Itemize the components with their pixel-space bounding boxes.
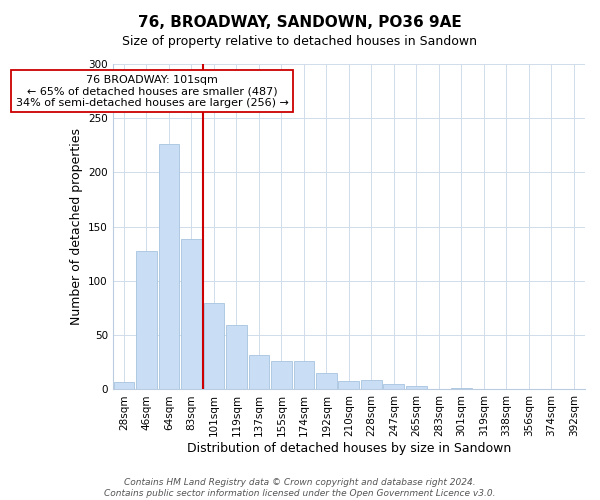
Text: Contains HM Land Registry data © Crown copyright and database right 2024.
Contai: Contains HM Land Registry data © Crown c… <box>104 478 496 498</box>
Bar <box>338 381 359 390</box>
Bar <box>451 388 472 390</box>
Bar <box>158 144 179 390</box>
Text: 76 BROADWAY: 101sqm
← 65% of detached houses are smaller (487)
34% of semi-detac: 76 BROADWAY: 101sqm ← 65% of detached ho… <box>16 75 289 108</box>
Text: Size of property relative to detached houses in Sandown: Size of property relative to detached ho… <box>122 35 478 48</box>
Bar <box>293 362 314 390</box>
Bar <box>361 380 382 390</box>
Bar <box>203 302 224 390</box>
Bar <box>316 373 337 390</box>
Bar <box>248 354 269 390</box>
Y-axis label: Number of detached properties: Number of detached properties <box>70 128 83 325</box>
Bar <box>226 326 247 390</box>
Bar <box>136 250 157 390</box>
Text: 76, BROADWAY, SANDOWN, PO36 9AE: 76, BROADWAY, SANDOWN, PO36 9AE <box>138 15 462 30</box>
X-axis label: Distribution of detached houses by size in Sandown: Distribution of detached houses by size … <box>187 442 511 455</box>
Bar <box>383 384 404 390</box>
Bar <box>181 238 202 390</box>
Bar <box>113 382 134 390</box>
Bar <box>406 386 427 390</box>
Bar <box>271 362 292 390</box>
